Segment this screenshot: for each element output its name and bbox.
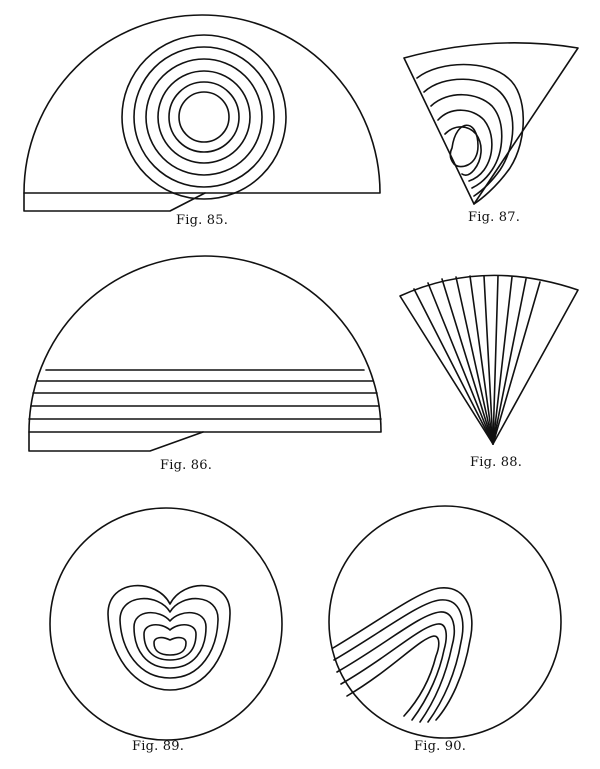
fig85-ring-2 — [133, 46, 275, 188]
fig87-caption: Fig. 87. — [468, 210, 521, 225]
fig85-ring-5 — [168, 81, 240, 153]
fig88-ray-9 — [492, 278, 527, 445]
fig88-ray-6 — [483, 275, 494, 445]
fig88-ray-8 — [492, 276, 513, 445]
fig88-ray-2 — [427, 282, 494, 445]
fig88-drawing — [399, 274, 579, 445]
fig88-caption: Fig. 88. — [470, 455, 523, 470]
fig90-fold-5 — [346, 635, 440, 717]
fig88-ray-7 — [492, 275, 499, 445]
fig90-outer-circle — [328, 505, 562, 739]
fig90-fold-4 — [340, 623, 448, 721]
fig90-fold-2 — [333, 599, 464, 723]
fig86-semicircle — [28, 255, 382, 433]
fig85-semicircle — [23, 14, 381, 194]
fig86-base-slab — [28, 431, 204, 452]
fig88-ray-3 — [441, 278, 494, 445]
fig89-contour-2 — [119, 597, 219, 679]
fig87-drawing — [403, 42, 579, 205]
fig89-contour-5 — [153, 636, 187, 656]
fig87-contour-6 — [449, 124, 479, 168]
fig90-fold-3 — [336, 611, 456, 723]
fig90-fold-1 — [332, 587, 473, 721]
fig87-sector-outline — [403, 42, 579, 205]
fig86-drawing — [28, 255, 382, 452]
fig90-caption: Fig. 90. — [414, 739, 467, 754]
fig88-ray-1 — [413, 288, 494, 445]
fig90-drawing — [328, 505, 562, 739]
fig85-caption: Fig. 85. — [176, 213, 229, 228]
fig89-contour-4 — [143, 624, 197, 661]
fig88-ray-10 — [492, 281, 541, 445]
fig89-contour-1 — [107, 584, 231, 691]
fig89-contour-3 — [133, 611, 207, 669]
fig89-outer-circle — [49, 507, 283, 741]
fig89-drawing — [49, 507, 283, 741]
fig85-base-slab — [23, 192, 206, 212]
fig85-ring-6 — [178, 91, 230, 143]
fig86-caption: Fig. 86. — [160, 458, 213, 473]
fig85-ring-3 — [145, 58, 263, 176]
fig88-ray-4 — [455, 276, 494, 445]
fig85-ring-4 — [157, 70, 251, 164]
fig87-contour-1 — [416, 63, 525, 205]
fig88-sector-outline — [399, 274, 579, 445]
fig88-ray-5 — [469, 275, 494, 445]
fig87-contour-4 — [437, 109, 493, 182]
fig87-contour-2 — [423, 78, 514, 197]
fig89-caption: Fig. 89. — [132, 739, 185, 754]
fig85-drawing — [23, 14, 381, 212]
fig85-ring-1 — [121, 34, 287, 200]
fig87-contour-3 — [430, 94, 503, 189]
